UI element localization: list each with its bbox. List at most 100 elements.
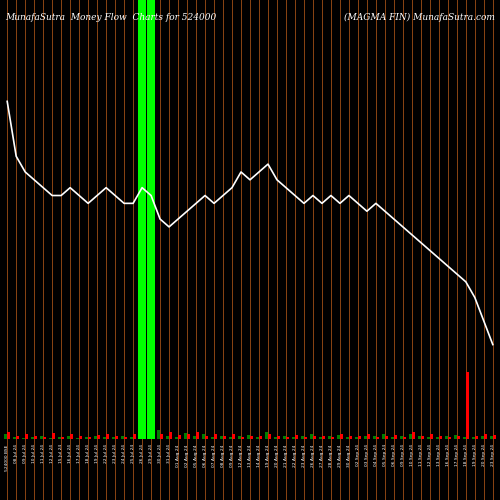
- Text: 20 Aug 24: 20 Aug 24: [275, 444, 279, 466]
- Bar: [70, 434, 74, 439]
- Bar: [8, 432, 10, 439]
- Bar: [31, 437, 34, 439]
- Text: 08 Jul 24: 08 Jul 24: [14, 444, 18, 464]
- Text: 19 Aug 24: 19 Aug 24: [266, 444, 270, 466]
- Bar: [16, 436, 20, 439]
- Bar: [274, 438, 277, 439]
- Text: 02 Aug 24: 02 Aug 24: [185, 444, 189, 466]
- Text: 23 Aug 24: 23 Aug 24: [302, 444, 306, 466]
- Bar: [472, 438, 474, 439]
- Bar: [367, 434, 370, 439]
- Bar: [26, 434, 29, 439]
- Bar: [354, 438, 358, 439]
- Bar: [134, 434, 136, 439]
- Text: 19 Sep 24: 19 Sep 24: [473, 444, 477, 466]
- Bar: [229, 437, 232, 439]
- Text: 23 Sep 24: 23 Sep 24: [491, 444, 495, 466]
- Text: 15 Jul 24: 15 Jul 24: [59, 444, 63, 464]
- Bar: [193, 436, 196, 439]
- Bar: [4, 434, 7, 439]
- Bar: [448, 437, 451, 439]
- Bar: [106, 434, 110, 439]
- Text: 12 Jul 24: 12 Jul 24: [50, 444, 54, 464]
- Bar: [286, 437, 289, 439]
- Bar: [480, 436, 484, 439]
- Bar: [250, 436, 253, 439]
- Text: 07 Aug 24: 07 Aug 24: [212, 444, 216, 466]
- Bar: [484, 434, 487, 439]
- Bar: [282, 436, 286, 439]
- Bar: [430, 434, 433, 439]
- Bar: [322, 436, 325, 439]
- Text: 11 Jul 24: 11 Jul 24: [41, 444, 45, 464]
- Text: 09 Aug 24: 09 Aug 24: [230, 444, 234, 466]
- Text: 17 Sep 24: 17 Sep 24: [455, 444, 459, 466]
- Bar: [40, 436, 43, 439]
- Text: 01 Aug 24: 01 Aug 24: [176, 444, 180, 466]
- Text: 13 Sep 24: 13 Sep 24: [437, 444, 441, 466]
- Bar: [13, 438, 16, 439]
- Bar: [202, 434, 205, 439]
- Text: 14 Aug 24: 14 Aug 24: [257, 444, 261, 466]
- Bar: [336, 435, 340, 439]
- Bar: [372, 436, 376, 439]
- Text: 25 Jul 24: 25 Jul 24: [131, 444, 135, 464]
- Bar: [292, 437, 295, 439]
- Bar: [436, 438, 438, 439]
- Bar: [426, 437, 430, 439]
- Bar: [52, 433, 56, 439]
- Bar: [256, 437, 259, 439]
- Text: 18 Jul 24: 18 Jul 24: [86, 444, 90, 464]
- Bar: [358, 436, 361, 439]
- Bar: [166, 436, 169, 439]
- Text: 08 Aug 24: 08 Aug 24: [221, 444, 225, 466]
- Bar: [490, 436, 492, 439]
- Text: 06 Aug 24: 06 Aug 24: [203, 444, 207, 466]
- Bar: [295, 435, 298, 439]
- Text: 29 Aug 24: 29 Aug 24: [338, 444, 342, 466]
- Text: 16 Sep 24: 16 Sep 24: [446, 444, 450, 466]
- Bar: [22, 438, 25, 439]
- Bar: [205, 436, 208, 439]
- Bar: [300, 436, 304, 439]
- Text: 30 Jul 24: 30 Jul 24: [158, 444, 162, 464]
- Bar: [454, 435, 456, 439]
- Bar: [264, 432, 268, 439]
- Bar: [124, 437, 128, 439]
- Text: 05 Sep 24: 05 Sep 24: [383, 444, 387, 466]
- Bar: [318, 438, 322, 439]
- Bar: [138, 0, 142, 439]
- Bar: [340, 434, 343, 439]
- Bar: [364, 436, 366, 439]
- Text: 13 Aug 24: 13 Aug 24: [248, 444, 252, 466]
- Bar: [88, 438, 92, 439]
- Text: 05 Aug 24: 05 Aug 24: [194, 444, 198, 467]
- Bar: [169, 432, 172, 439]
- Bar: [80, 436, 82, 439]
- Bar: [385, 436, 388, 439]
- Bar: [331, 437, 334, 439]
- Bar: [421, 436, 424, 439]
- Bar: [376, 437, 379, 439]
- Text: 17 Jul 24: 17 Jul 24: [77, 444, 81, 464]
- Bar: [304, 438, 307, 439]
- Text: 22 Aug 24: 22 Aug 24: [293, 444, 297, 466]
- Bar: [310, 434, 313, 439]
- Text: 20 Sep 24: 20 Sep 24: [482, 444, 486, 466]
- Text: 02 Sep 24: 02 Sep 24: [356, 444, 360, 466]
- Bar: [403, 438, 406, 439]
- Bar: [175, 437, 178, 439]
- Bar: [268, 434, 271, 439]
- Bar: [349, 436, 352, 439]
- Text: 12 Aug 24: 12 Aug 24: [239, 444, 243, 466]
- Bar: [220, 436, 223, 439]
- Bar: [178, 435, 182, 439]
- Bar: [238, 436, 241, 439]
- Bar: [493, 435, 496, 439]
- Text: 10 Sep 24: 10 Sep 24: [410, 444, 414, 466]
- Bar: [116, 436, 118, 439]
- Bar: [390, 437, 394, 439]
- Text: (MAGMA FIN) MunafaSutra.com: (MAGMA FIN) MunafaSutra.com: [344, 12, 495, 22]
- Bar: [418, 436, 420, 439]
- Text: 09 Sep 24: 09 Sep 24: [401, 444, 405, 466]
